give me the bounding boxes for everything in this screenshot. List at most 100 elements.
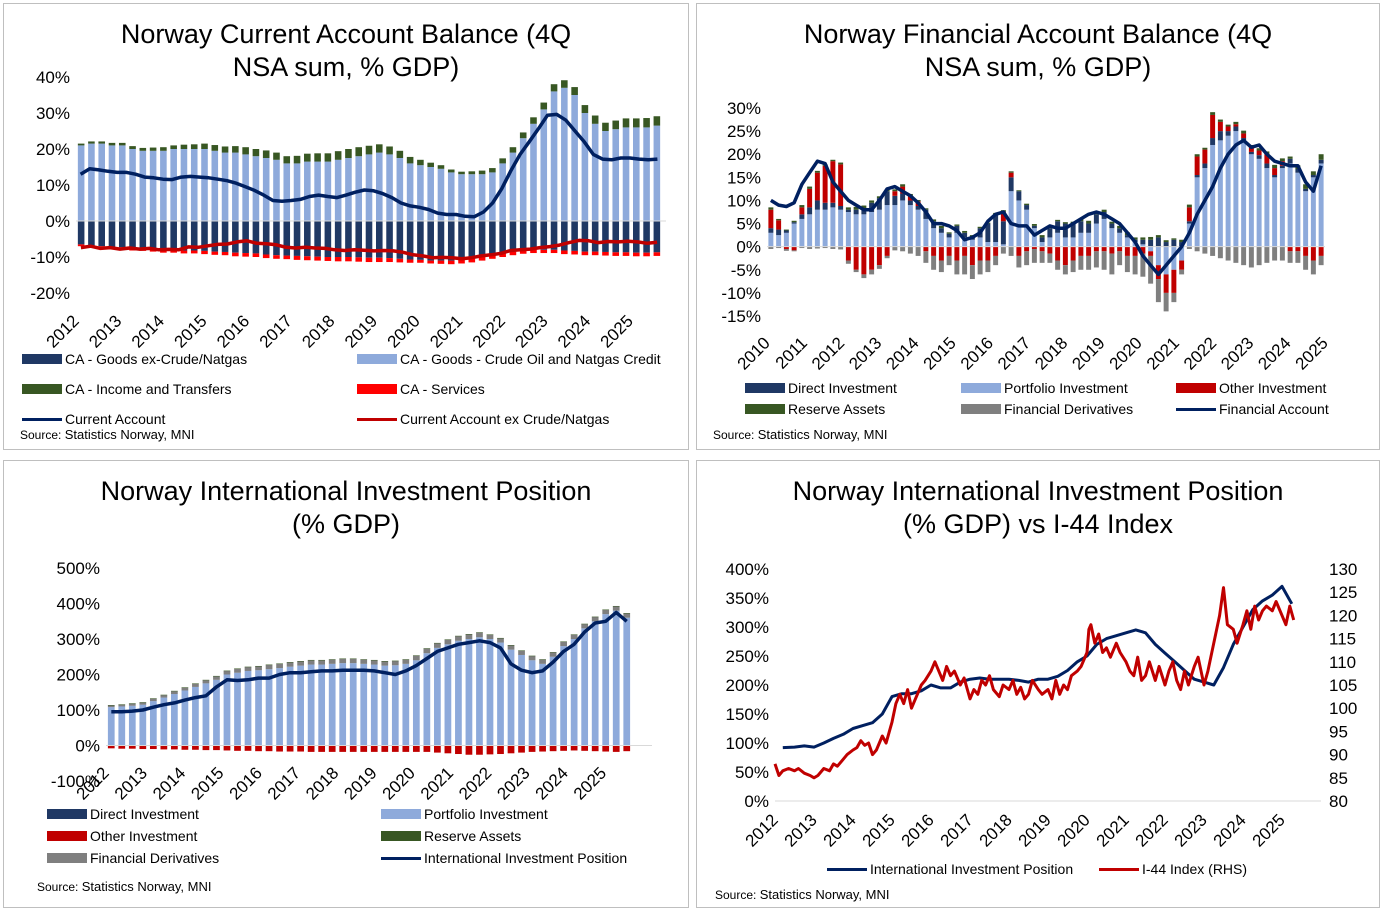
bar-direct-investment	[830, 202, 836, 208]
bar-ca-services	[499, 253, 506, 257]
bar-ca-services	[314, 256, 321, 261]
legend-swatch	[357, 354, 397, 364]
bar-ca-income-and-transfers	[201, 143, 208, 149]
y-tick-label: 20%	[727, 145, 761, 164]
bar-other-investment	[486, 745, 494, 755]
bar-ca-services	[519, 250, 527, 254]
bar-financial-derivatives	[946, 255, 952, 266]
bar-reserve-assets	[1109, 221, 1115, 224]
bar-direct-investment	[1248, 151, 1254, 155]
bar-other-investment	[1217, 121, 1223, 132]
bar-portfolio-investment	[1109, 228, 1115, 247]
x-tick-label: 2017	[994, 333, 1034, 373]
bar-ca-goods-crude-oil-and-natgas-credit	[355, 156, 363, 221]
bar-reserve-assets	[1171, 238, 1177, 240]
bar-financial-derivatives	[923, 251, 929, 263]
bar-portfolio-investment	[107, 707, 115, 746]
x-tick-label: 2015	[170, 311, 210, 351]
bar-portfolio-investment	[360, 663, 368, 746]
bar-other-investment	[149, 745, 157, 750]
bar-financial-derivatives	[276, 663, 283, 669]
bar-reserve-assets	[807, 186, 813, 189]
bar-ca-goods-ex-crude-natgas	[530, 221, 537, 250]
x-tick-label: 2018	[298, 311, 338, 351]
y-tick-label: 100%	[57, 701, 100, 720]
bar-financial-derivatives	[1186, 246, 1192, 249]
bar-portfolio-investment	[444, 644, 452, 746]
bar-financial-derivatives	[128, 703, 136, 706]
bar-other-investment	[845, 246, 851, 261]
bar-portfolio-investment	[1295, 172, 1301, 247]
x-tick-label: 2021	[1143, 333, 1183, 373]
y2-tick-label: 80	[1329, 792, 1348, 811]
bar-other-investment	[497, 745, 504, 755]
bar-other-investment	[1093, 246, 1099, 252]
legend-label: CA - Goods ex-Crude/Natgas	[65, 351, 248, 367]
bar-ca-goods-ex-crude-natgas	[108, 221, 116, 247]
bar-reserve-assets	[923, 208, 929, 210]
bar-ca-goods-ex-crude-natgas	[304, 221, 311, 257]
bar-ca-goods-ex-crude-natgas	[211, 221, 219, 252]
bar-other-investment	[223, 745, 231, 751]
bar-direct-investment	[783, 230, 789, 233]
bar-ca-income-and-transfers	[160, 147, 167, 151]
legend-label: Direct Investment	[90, 806, 199, 822]
bar-financial-derivatives	[1055, 260, 1061, 270]
bar-ca-goods-ex-crude-natgas	[386, 221, 393, 259]
bar-financial-derivatives	[560, 641, 567, 647]
y-tick-label: -5%	[731, 261, 761, 280]
bar-reserve-assets	[623, 613, 631, 614]
bar-financial-derivatives	[360, 659, 368, 664]
bar-ca-services	[293, 255, 301, 260]
bar-direct-investment	[900, 193, 906, 201]
legend-item-direct-investment: Direct Investment	[47, 806, 199, 822]
bar-reserve-assets	[776, 218, 782, 221]
legend-label: CA - Goods - Crude Oil and Natgas Credit	[400, 351, 661, 367]
bar-reserve-assets	[570, 634, 578, 635]
legend-swatch	[961, 383, 1001, 393]
bar-reserve-assets	[1303, 184, 1309, 189]
source-label: Source:	[37, 880, 79, 894]
y-tick-label: 0%	[736, 238, 761, 257]
bar-portfolio-investment	[1217, 140, 1223, 247]
bar-portfolio-investment	[128, 705, 136, 746]
bar-ca-goods-crude-oil-and-natgas-credit	[262, 158, 270, 221]
bar-reserve-assets	[946, 232, 952, 234]
bar-ca-goods-crude-oil-and-natgas-credit	[561, 87, 568, 221]
financial-account-panel: Norway Financial Account Balance (4Q NSA…	[696, 3, 1380, 450]
bar-reserve-assets	[602, 609, 610, 611]
bar-portfolio-investment	[1287, 163, 1293, 247]
bar-reserve-assets	[1279, 158, 1285, 162]
bar-other-investment	[402, 745, 410, 752]
x-tick-label: 2013	[781, 810, 821, 850]
bar-ca-goods-crude-oil-and-natgas-credit	[293, 163, 301, 221]
bar-reserve-assets	[381, 661, 389, 662]
bar-direct-investment	[1093, 214, 1099, 224]
bar-ca-goods-crude-oil-and-natgas-credit	[519, 138, 527, 221]
bar-reserve-assets	[265, 664, 273, 666]
bar-reserve-assets	[1031, 224, 1037, 226]
bar-portfolio-investment	[1210, 144, 1216, 247]
bar-ca-income-and-transfers	[519, 132, 527, 139]
bar-reserve-assets	[223, 670, 231, 672]
legend-label: Reserve Assets	[424, 828, 522, 844]
bar-ca-income-and-transfers	[232, 146, 239, 153]
bar-portfolio-investment	[869, 212, 875, 247]
bar-direct-investment	[1000, 221, 1006, 245]
bar-reserve-assets	[1287, 156, 1293, 159]
bar-other-investment	[1310, 246, 1316, 261]
x-tick-label: 2013	[85, 311, 125, 351]
bar-other-investment	[171, 745, 178, 750]
x-tick-label: 2024	[1254, 333, 1294, 373]
bar-financial-derivatives	[223, 670, 231, 675]
bar-other-investment	[349, 745, 357, 752]
bar-ca-services	[427, 260, 434, 264]
bar-financial-derivatives	[1016, 255, 1022, 268]
bar-ca-income-and-transfers	[406, 156, 414, 164]
bar-reserve-assets	[1117, 225, 1123, 229]
bar-financial-derivatives	[581, 624, 589, 629]
legend-swatch	[745, 383, 785, 393]
y-tick-label: 300%	[726, 618, 769, 637]
bar-ca-income-and-transfers	[499, 158, 506, 164]
source-text: Statistics Norway, MNI	[81, 879, 212, 894]
